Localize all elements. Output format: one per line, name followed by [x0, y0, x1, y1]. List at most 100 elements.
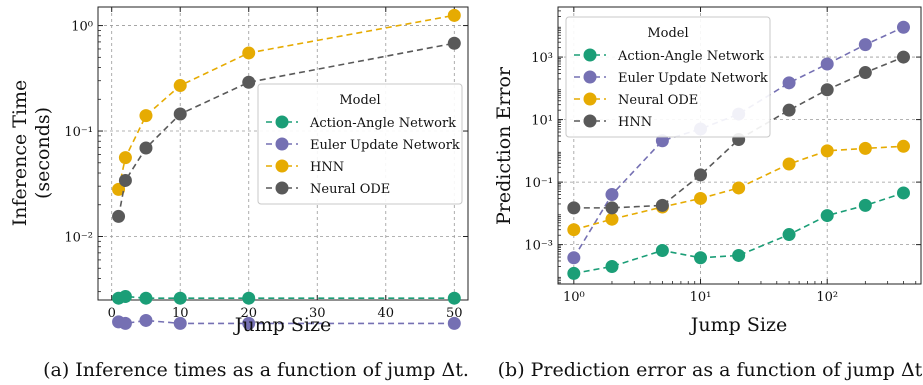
x-tick-label: 10² — [816, 290, 838, 305]
x-tick-label: 40 — [378, 306, 395, 321]
data-point — [173, 291, 187, 305]
data-point — [118, 151, 132, 165]
data-point — [567, 266, 581, 280]
y-axis-label-a-line2: (seconds) — [32, 107, 54, 199]
legend-box-a — [257, 83, 463, 205]
data-point — [655, 243, 669, 257]
data-point — [173, 316, 187, 330]
ticks-b: 10⁰ 10¹ 10² 10⁻³ 10⁻¹ 10¹ 10³ — [524, 6, 921, 305]
data-point — [820, 83, 834, 97]
data-point — [567, 201, 581, 215]
data-point — [732, 181, 746, 195]
x-tick-label: 30 — [309, 306, 326, 321]
data-point — [605, 259, 619, 273]
data-point — [242, 291, 256, 305]
data-point — [605, 212, 619, 226]
data-point — [896, 139, 910, 153]
legend-box-b — [565, 16, 771, 138]
legend-marker — [583, 70, 597, 84]
series-b — [567, 20, 910, 280]
ticks-a: 0 10 20 30 40 50 10⁻² 10⁻¹ 10⁰ — [64, 7, 468, 321]
legend-label: Neural ODE — [618, 93, 698, 108]
series-line — [573, 56, 904, 209]
legend-marker — [275, 115, 289, 129]
data-point — [820, 144, 834, 158]
data-point — [242, 46, 256, 60]
legend-marker — [583, 114, 597, 128]
data-point — [118, 173, 132, 187]
y-tick-label: 10³ — [531, 51, 553, 66]
x-tick-label: 10¹ — [690, 290, 712, 305]
legend-marker — [583, 48, 597, 62]
legend-b: Model Action-Angle Network Euler Update N… — [565, 16, 771, 138]
data-point — [605, 201, 619, 215]
x-tick-label: 0 — [108, 306, 116, 321]
data-point — [858, 66, 872, 80]
legend-label: HNN — [310, 160, 344, 175]
data-point — [447, 8, 461, 22]
data-point — [447, 316, 461, 330]
y-axis-label-a: Inference Time — [9, 80, 31, 227]
caption-a: (a) Inference times as a function of jum… — [43, 359, 469, 381]
legend-label: Euler Update Network — [618, 71, 768, 86]
data-point — [732, 248, 746, 262]
legend-marker — [583, 92, 597, 106]
x-axis-label-b: Jump Size — [689, 314, 787, 336]
y-tick-label: 10⁻³ — [524, 239, 553, 254]
data-point — [118, 316, 132, 330]
legend-marker — [275, 137, 289, 151]
data-point — [447, 291, 461, 305]
data-point — [447, 36, 461, 50]
legend-marker — [275, 181, 289, 195]
data-point — [242, 316, 256, 330]
data-point — [112, 182, 126, 196]
data-point — [896, 20, 910, 34]
legend-label: Action-Angle Network — [617, 49, 764, 64]
legend-label: Action-Angle Network — [309, 116, 456, 131]
series-line — [117, 14, 455, 190]
data-point — [896, 186, 910, 200]
data-point — [694, 168, 708, 182]
y-axis-label-b: Prediction Error — [493, 66, 515, 225]
data-point — [139, 109, 153, 123]
data-point — [655, 198, 669, 212]
data-point — [173, 79, 187, 93]
data-point — [858, 38, 872, 52]
y-tick-label: 10⁻¹ — [64, 125, 93, 140]
data-point — [139, 141, 153, 155]
legend-label: Euler Update Network — [310, 138, 460, 153]
data-point — [782, 103, 796, 117]
data-point — [694, 251, 708, 265]
legend-marker — [275, 159, 289, 173]
series-line — [573, 192, 904, 275]
y-tick-label: 10⁰ — [71, 20, 93, 35]
data-point — [605, 188, 619, 202]
data-point — [820, 57, 834, 71]
data-point — [567, 251, 581, 265]
y-tick-label: 10¹ — [531, 114, 553, 129]
x-axis-label-a: Jump Size — [233, 314, 331, 336]
data-point — [655, 134, 669, 148]
data-point — [139, 313, 153, 327]
legend-title-b: Model — [647, 26, 688, 41]
data-point — [782, 228, 796, 242]
data-point — [896, 50, 910, 64]
legend-title-a: Model — [339, 93, 380, 108]
data-point — [139, 291, 153, 305]
x-tick-label: 20 — [240, 306, 257, 321]
data-point — [782, 76, 796, 90]
data-point — [858, 141, 872, 155]
data-point — [112, 209, 126, 223]
x-tick-label: 50 — [446, 306, 463, 321]
data-point — [118, 289, 132, 303]
x-tick-label: 10 — [172, 306, 189, 321]
legend-a: Model Action-Angle Network Euler Update N… — [257, 83, 463, 205]
data-point — [242, 75, 256, 89]
data-point — [567, 223, 581, 237]
data-point — [782, 157, 796, 171]
inference-time-chart: 0 10 20 30 40 50 10⁻² 10⁻¹ 10⁰ Jump Size Inferen… — [9, 6, 469, 381]
data-point — [694, 191, 708, 205]
prediction-error-chart: 10⁰ 10¹ 10² 10⁻³ 10⁻¹ 10¹ 10³ Jump Size Predic… — [493, 6, 923, 381]
caption-b: (b) Prediction error as a function of ju… — [498, 359, 923, 381]
